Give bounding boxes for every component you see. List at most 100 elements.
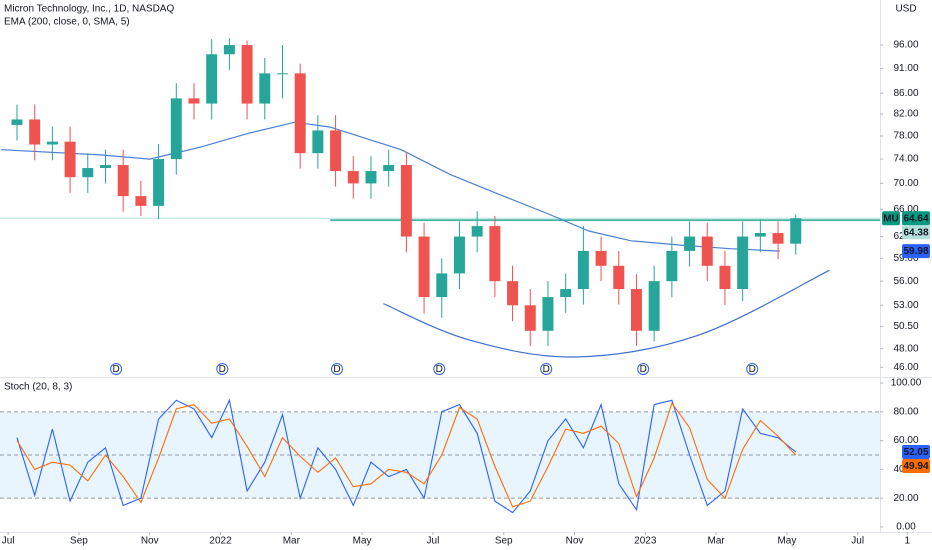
candle-body: [489, 226, 501, 282]
candle-body: [82, 168, 94, 178]
x-tick-label: Sep: [70, 536, 88, 547]
x-tick-label: 2022: [209, 536, 232, 547]
candle-body: [223, 45, 235, 55]
candle-body: [560, 289, 572, 298]
candle-body: [312, 130, 324, 154]
candle-body: [507, 281, 519, 306]
x-tick-label: Sep: [495, 536, 513, 547]
candle-body: [436, 273, 448, 298]
candle-body: [170, 98, 182, 160]
curve-drawing: [383, 269, 830, 358]
candle-body: [100, 165, 111, 169]
dividend-marker: [540, 363, 553, 375]
candle-body: [188, 98, 200, 104]
x-tick-label: Mar: [707, 536, 725, 547]
x-tick-label: Nov: [566, 536, 584, 547]
y-tick-label: 56.00: [893, 276, 918, 287]
candle-body: [418, 236, 430, 298]
candle-body: [790, 218, 802, 244]
y-tick-label: 80.00: [893, 406, 918, 417]
price-tag-box: [902, 211, 930, 226]
candle-body: [754, 233, 766, 237]
dividend-marker: [216, 363, 229, 375]
price-tag-label: 49.94: [903, 461, 928, 472]
dividend-marker: [330, 363, 343, 375]
candle-body: [11, 119, 23, 125]
candle-body: [153, 159, 165, 206]
dividend-label: D: [543, 364, 550, 375]
candle-body: [613, 265, 625, 290]
y-tick-label: 0.00: [896, 522, 916, 533]
candle-body: [666, 250, 678, 282]
candle-body: [684, 236, 696, 251]
currency-label: USD: [895, 4, 916, 15]
x-tick-label: Nov: [141, 536, 159, 547]
candle-body: [524, 305, 536, 331]
y-tick-label: 53.00: [893, 300, 918, 311]
symbol-tag: MU: [883, 213, 899, 224]
stoch-line: [16, 398, 797, 514]
dividend-marker: [433, 363, 446, 375]
candle-body: [135, 196, 147, 206]
candle-body: [241, 45, 253, 104]
price-tag-box: [902, 244, 930, 259]
y-tick-label: 91.00: [893, 63, 918, 74]
candle-body: [577, 250, 589, 290]
y-tick-label: 82.00: [893, 109, 918, 120]
candle-body: [400, 165, 412, 237]
candle-body: [365, 171, 377, 184]
candle-body: [259, 73, 271, 104]
y-tick-label: 96.00: [893, 40, 918, 51]
candle-body: [737, 236, 749, 290]
price-tag-label: 59.98: [903, 246, 928, 257]
y-tick-label: 66.00: [893, 204, 918, 215]
candle-body: [471, 226, 483, 237]
candle-body: [701, 236, 713, 266]
dividend-marker: [746, 363, 759, 375]
x-tick-label: May: [353, 536, 372, 547]
price-tag-label: 64.64: [903, 213, 928, 224]
candle-body: [117, 165, 129, 197]
candle-body: [276, 73, 288, 75]
candle-body: [330, 130, 342, 172]
y-tick-label: 50.50: [893, 321, 918, 332]
candle-body: [630, 289, 642, 331]
candle-body: [294, 73, 306, 154]
x-tick-label: Jul: [427, 536, 440, 547]
candle-body: [719, 265, 731, 290]
dividend-label: D: [749, 364, 756, 375]
y-tick-label: 74.00: [893, 154, 918, 165]
stoch-line: [16, 401, 797, 508]
y-tick-label: 78.00: [893, 131, 918, 142]
dividend-marker: [637, 363, 650, 375]
symbol-tag-box: [882, 211, 900, 226]
dividend-marker: [110, 363, 123, 375]
dividend-label: D: [112, 364, 119, 375]
candle-body: [453, 236, 465, 274]
y-tick-label: 100.00: [891, 378, 922, 389]
dividend-label: D: [436, 364, 443, 375]
price-tag-label: 64.38: [903, 227, 928, 238]
x-tick-label: May: [777, 536, 796, 547]
x-tick-label: 1: [904, 536, 910, 547]
candle-body: [29, 119, 41, 145]
price-tag-box: [902, 459, 930, 474]
x-tick-label: Jul: [2, 536, 15, 547]
candle-body: [595, 250, 607, 266]
x-tick-label: Jul: [851, 536, 864, 547]
candle-body: [347, 171, 359, 184]
y-tick-label: 86.00: [893, 88, 918, 99]
dividend-label: D: [333, 364, 340, 375]
price-tag-box: [902, 445, 930, 460]
candle-body: [206, 54, 218, 104]
x-tick-label: Mar: [283, 536, 301, 547]
candle-body: [64, 141, 76, 178]
candle-body: [46, 141, 58, 145]
x-tick-label: 2023: [634, 536, 657, 547]
candle-body: [542, 297, 554, 331]
chart-title: Micron Technology, Inc., 1D, NASDAQ: [4, 4, 174, 15]
price-tag-label: 52.05: [903, 447, 928, 458]
y-tick-label: 20.00: [893, 493, 918, 504]
